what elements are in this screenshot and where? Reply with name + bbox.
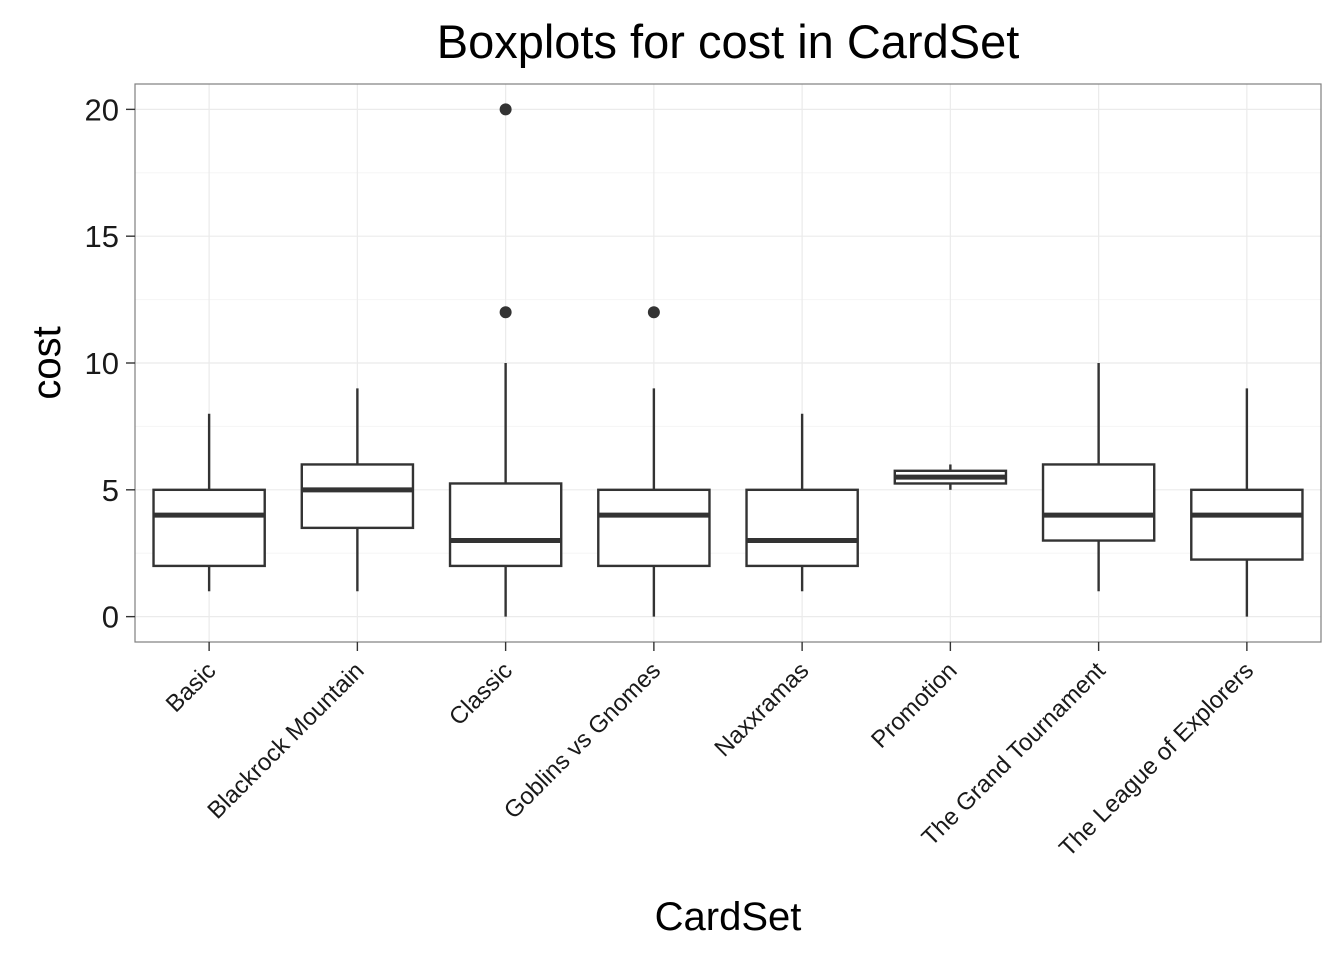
outlier-point [499,103,512,116]
chart-title: Boxplots for cost in CardSet [437,15,1020,68]
x-tick-label: Blackrock Mountain [202,657,369,824]
box-iqr [300,463,415,530]
box-iqr [1041,463,1156,542]
box-iqr [597,488,711,568]
box-iqr [448,482,563,568]
x-tick-label: Goblins vs Gnomes [499,657,666,824]
x-tick-label: Basic [161,657,222,718]
y-tick-label: 20 [85,92,119,127]
box-basic [152,413,266,592]
box-naxxramas [745,413,859,592]
box-the-league-of-explorers [1190,388,1304,617]
x-tick-label: Naxxramas [709,657,814,762]
grid-lines [135,84,1321,642]
outlier-point [647,306,660,319]
boxes [152,103,1304,617]
y-tick-label: 5 [102,473,119,508]
x-tick-label: Classic [444,657,518,731]
box-blackrock-mountain [300,388,415,592]
y-axis: 0 5 10 15 20 [85,92,135,635]
box-iqr [1190,488,1304,561]
y-tick-label: 10 [85,346,119,381]
box-iqr [152,488,266,568]
box-iqr [745,488,859,568]
x-axis-title: CardSet [655,895,802,939]
box-goblins-vs-gnomes [597,306,711,617]
box-promotion [893,464,1008,490]
box-the-grand-tournament [1041,363,1156,592]
outlier-point [499,306,512,319]
box-classic [448,103,563,617]
y-tick-label: 15 [85,219,119,254]
y-tick-label: 0 [102,600,119,635]
x-tick-label: Promotion [866,657,962,753]
y-axis-title: cost [25,326,69,399]
